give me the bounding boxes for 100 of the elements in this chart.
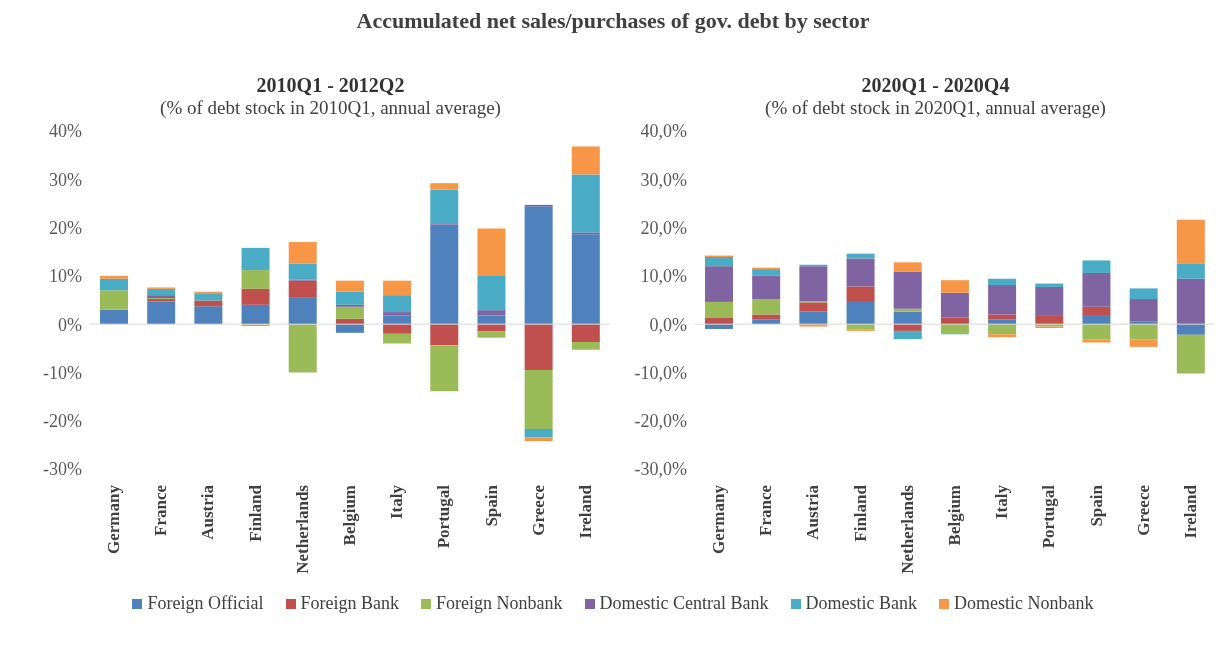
x-tick-label: Netherlands	[292, 484, 312, 574]
bar	[100, 309, 128, 325]
bar	[335, 291, 364, 305]
bar	[288, 297, 317, 325]
x-tick-label: Germany	[104, 484, 124, 554]
text: Accumulated net sales/purchases of gov. debt by sector	[355, 8, 871, 34]
x-tick-label: France	[151, 484, 171, 536]
y-tick-label: 30,0%	[640, 169, 687, 190]
bar	[988, 334, 1017, 338]
bar	[940, 292, 969, 318]
bar	[1129, 288, 1158, 300]
bar	[430, 345, 459, 392]
bar	[524, 428, 553, 438]
y-tick-label: 30%	[49, 169, 82, 190]
bar	[477, 275, 506, 311]
bar	[799, 302, 828, 312]
x-tick-label: Spain	[481, 484, 501, 527]
bar	[524, 370, 553, 429]
x-tick-label: Austria	[198, 484, 218, 540]
y-tick-label: 40,0%	[640, 121, 687, 142]
chart-title: 2020Q1 - 2020Q4	[860, 74, 1011, 97]
x-tick-label: Italy	[992, 484, 1012, 519]
bar	[383, 295, 412, 313]
bar	[288, 324, 317, 373]
bar	[705, 301, 733, 318]
bar	[571, 146, 600, 175]
y-tick-label: -10%	[43, 362, 82, 383]
bar	[194, 300, 223, 307]
x-tick-label: Austria	[803, 484, 823, 540]
bar	[705, 257, 733, 267]
y-tick-label: 0,0%	[649, 314, 687, 335]
bar	[288, 242, 317, 264]
y-tick-label: 40%	[49, 121, 82, 142]
bar	[1176, 324, 1205, 335]
bar	[846, 286, 875, 302]
bar	[1082, 306, 1111, 316]
x-tick-label: Germany	[709, 484, 729, 554]
x-tick-label: Portugal	[434, 484, 454, 549]
x-tick-label: Greece	[528, 484, 548, 536]
bar	[241, 304, 270, 325]
bar	[571, 324, 600, 343]
bar	[147, 301, 176, 325]
bar	[288, 263, 317, 280]
y-tick-label: -20,0%	[634, 411, 687, 432]
bar	[752, 299, 781, 315]
x-tick-label: Ireland	[575, 484, 595, 539]
bar	[846, 258, 875, 287]
bar	[752, 269, 781, 276]
bar	[893, 271, 922, 309]
bar	[988, 278, 1017, 286]
bar	[571, 342, 600, 350]
bar	[1129, 324, 1158, 340]
x-tick-label: Belgium	[945, 485, 964, 546]
legend-label: Domestic Nonbank	[953, 593, 1094, 614]
bar	[1176, 334, 1205, 374]
bar	[1176, 219, 1205, 264]
bar	[752, 275, 781, 300]
x-tick-label: France	[756, 484, 776, 536]
bar	[477, 310, 506, 316]
bar	[1176, 278, 1205, 325]
bar	[799, 266, 828, 301]
bar	[1129, 339, 1158, 347]
bar	[335, 306, 364, 319]
y-tick-label: 10%	[49, 266, 82, 287]
bar	[288, 280, 317, 298]
bar	[705, 266, 733, 302]
bar	[194, 306, 223, 325]
bar	[383, 280, 412, 296]
bar	[1129, 299, 1158, 322]
bar	[100, 275, 128, 279]
y-tick-label: -30%	[43, 459, 82, 480]
x-tick-label: Greece	[1133, 484, 1153, 536]
bar	[524, 206, 553, 325]
y-tick-label: 20,0%	[640, 217, 687, 238]
x-tick-label: Ireland	[1180, 484, 1200, 539]
y-tick-label: -30,0%	[634, 459, 687, 480]
bar	[430, 224, 459, 325]
bar	[1082, 260, 1111, 273]
bar	[430, 324, 459, 346]
bar	[893, 308, 922, 312]
bar	[335, 280, 364, 292]
bar	[893, 330, 922, 340]
x-tick-label: Spain	[1086, 484, 1106, 527]
x-tick-label: Portugal	[1039, 484, 1059, 549]
bar	[940, 280, 969, 293]
bar	[524, 324, 553, 371]
bar	[241, 270, 270, 289]
y-tick-label: 0%	[58, 314, 82, 335]
bar	[383, 324, 412, 334]
bar	[571, 234, 600, 325]
legend-label: Foreign Nonbank	[435, 593, 563, 614]
bar	[383, 333, 412, 344]
bar	[1082, 272, 1111, 307]
x-tick-label: Netherlands	[897, 484, 917, 574]
bar	[147, 288, 176, 296]
bar	[430, 183, 459, 190]
y-tick-label: -10,0%	[634, 362, 687, 383]
x-tick-label: Finland	[850, 484, 870, 542]
y-tick-label: 20%	[49, 217, 82, 238]
bar	[752, 314, 781, 320]
